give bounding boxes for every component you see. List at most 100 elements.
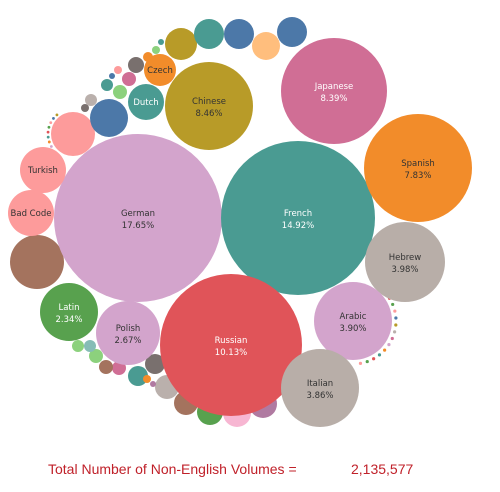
- bubble-minor-5: [224, 19, 254, 49]
- bubble-minor-15: [128, 57, 144, 73]
- bubble-bad-code-circle: [8, 190, 54, 236]
- bubble-hebrew-name: Hebrew: [389, 253, 422, 263]
- bubble-minor-23: [84, 340, 96, 352]
- bubble-minor-52: [46, 130, 50, 134]
- bubble-turkish-circle: [20, 147, 66, 193]
- bubble-minor-21: [99, 360, 113, 374]
- bubble-latin-circle: [40, 283, 98, 341]
- bubble-latin-value: 2.34%: [55, 315, 82, 325]
- bubble-minor-51: [46, 135, 50, 139]
- bubble-minor-41: [392, 330, 397, 334]
- bubble-minor-22: [89, 349, 103, 363]
- bubble-chinese-value: 8.46%: [195, 109, 222, 119]
- bubble-polish-value: 2.67%: [114, 336, 141, 346]
- bubble-minor-30: [81, 104, 89, 112]
- bubble-minor-7: [277, 17, 307, 47]
- bubble-french-value: 14.92%: [282, 221, 314, 231]
- bubble-hebrew-circle: [365, 222, 445, 302]
- bubble-italian-value: 3.86%: [306, 391, 333, 401]
- bubble-russian-name: Russian: [215, 336, 248, 346]
- bubble-minor-4: [194, 19, 224, 49]
- bubble-minor-48: [358, 361, 363, 365]
- bubble-arabic-value: 3.90%: [339, 324, 366, 334]
- bubble-german[interactable]: German 17.65%: [54, 134, 222, 302]
- bubble-czech-name: Czech: [147, 66, 173, 76]
- bubble-chart: German 17.65% French 14.92% Russian 10.13% Chi…: [8, 17, 472, 427]
- bubble-minor-32: [150, 381, 156, 387]
- bubble-spanish[interactable]: Spanish 7.83%: [364, 114, 472, 222]
- bubble-french-name: French: [284, 209, 312, 219]
- bubble-italian[interactable]: Italian 3.86%: [281, 349, 359, 427]
- bubble-japanese[interactable]: Japanese 8.39%: [281, 38, 387, 144]
- bubble-chinese[interactable]: Chinese 8.46%: [165, 62, 253, 150]
- bubble-minor-47: [365, 359, 369, 364]
- bubble-arabic-name: Arabic: [340, 312, 367, 322]
- bubble-minor-44: [383, 348, 387, 352]
- bubble-minor-26: [152, 46, 160, 54]
- bubble-minor-56: [55, 113, 59, 117]
- bubble-turkish-name: Turkish: [27, 166, 58, 176]
- bubble-polish[interactable]: Polish 2.67%: [96, 301, 160, 365]
- bubble-czech-circle: [144, 54, 176, 86]
- bubble-minor-28: [114, 66, 122, 74]
- bubble-chinese-name: Chinese: [192, 97, 226, 107]
- bubble-japanese-circle: [281, 38, 387, 144]
- bubble-minor-19: [85, 94, 97, 106]
- bubble-czech[interactable]: Czech: [144, 54, 176, 86]
- bubble-minor-18: [101, 79, 113, 91]
- bubble-minor-46: [372, 357, 376, 361]
- bubble-japanese-value: 8.39%: [320, 94, 347, 104]
- bubble-latin-name: Latin: [58, 303, 79, 313]
- bubble-latin[interactable]: Latin 2.34%: [40, 283, 98, 341]
- total-volumes-value: 2,135,577: [351, 461, 414, 477]
- bubble-minor-39: [394, 316, 398, 320]
- bubble-turkish[interactable]: Turkish: [20, 147, 66, 193]
- bubble-spanish-value: 7.83%: [404, 171, 431, 181]
- bubble-arabic-circle: [314, 282, 392, 360]
- bubble-polish-circle: [96, 301, 160, 365]
- bubble-russian-circle: [160, 274, 302, 416]
- bubble-dutch[interactable]: Dutch: [128, 84, 164, 120]
- bubble-russian-value: 10.13%: [215, 348, 247, 358]
- bubble-minor-42: [390, 336, 394, 341]
- bubble-hebrew[interactable]: Hebrew 3.98%: [365, 222, 445, 302]
- bubble-minor-45: [377, 353, 382, 357]
- bubble-bad-code-name: Bad Code: [11, 209, 52, 219]
- bubble-dutch-circle: [128, 84, 164, 120]
- bubble-hebrew-value: 3.98%: [391, 265, 418, 275]
- bubble-spanish-name: Spanish: [401, 159, 435, 169]
- bubble-minor-8: [145, 354, 165, 374]
- bubble-minor-9: [128, 366, 148, 386]
- bubble-minor-43: [387, 343, 391, 347]
- bubble-japanese-name: Japanese: [314, 82, 354, 92]
- bubble-minor-17: [113, 85, 127, 99]
- bubble-italian-name: Italian: [307, 379, 333, 389]
- bubble-minor-27: [158, 39, 164, 45]
- bubble-minor-50: [47, 140, 51, 144]
- bubble-dutch-name: Dutch: [133, 98, 158, 108]
- bubble-minor-6: [252, 32, 280, 60]
- bubble-german-circle: [54, 134, 222, 302]
- bubble-minor-16: [122, 72, 136, 86]
- bubble-minor-0: [10, 235, 64, 289]
- bubble-french[interactable]: French 14.92%: [221, 141, 375, 295]
- bubble-spanish-circle: [364, 114, 472, 222]
- bubble-minor-55: [52, 117, 55, 120]
- bubble-minor-24: [72, 340, 84, 352]
- bubble-russian[interactable]: Russian 10.13%: [160, 274, 302, 416]
- bubble-polish-name: Polish: [116, 324, 141, 334]
- bubble-minor-38: [393, 309, 397, 313]
- bubble-chinese-circle: [165, 62, 253, 150]
- bubble-bad-code[interactable]: Bad Code: [8, 190, 54, 236]
- bubble-minor-49: [49, 145, 53, 148]
- bubble-minor-54: [49, 121, 53, 124]
- bubble-minor-53: [47, 125, 51, 129]
- bubble-minor-40: [394, 323, 398, 327]
- bubble-minor-2: [90, 99, 128, 137]
- bubble-french-circle: [221, 141, 375, 295]
- bubble-italian-circle: [281, 349, 359, 427]
- bubble-minor-37: [391, 302, 395, 307]
- bubble-arabic[interactable]: Arabic 3.90%: [314, 282, 392, 360]
- total-volumes-label: Total Number of Non-English Volumes =: [48, 461, 297, 477]
- bubble-german-value: 17.65%: [122, 221, 154, 231]
